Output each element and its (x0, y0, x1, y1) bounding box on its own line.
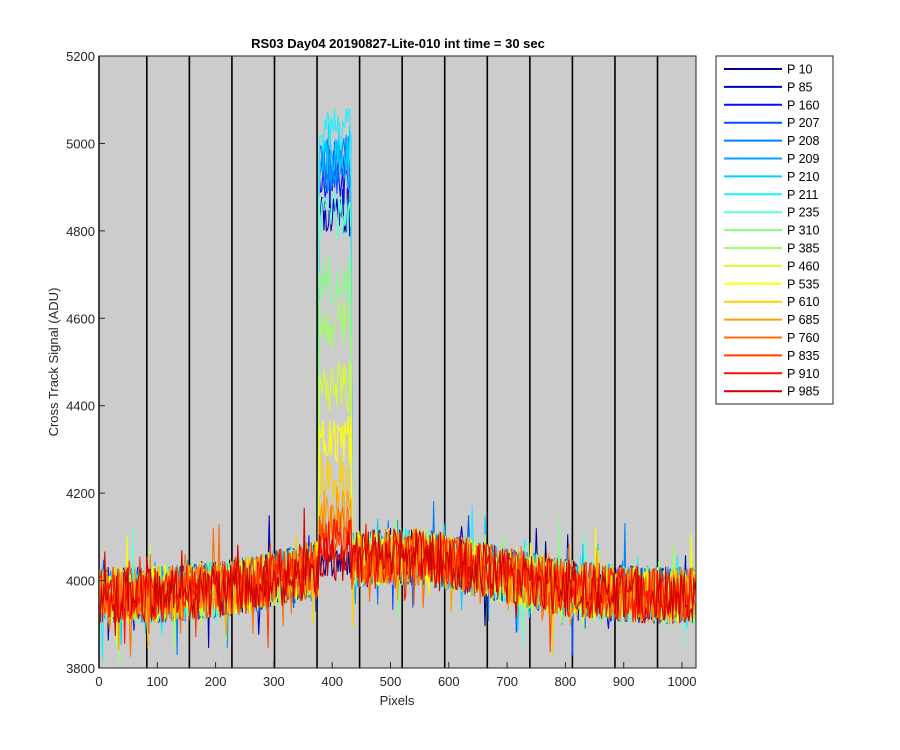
x-tick-label: 700 (496, 674, 518, 689)
y-tick-label: 4400 (66, 399, 95, 414)
legend-label: P 460 (787, 259, 819, 273)
x-tick-label: 0 (95, 674, 102, 689)
chart-title: RS03 Day04 20190827-Lite-010 int time = … (251, 36, 545, 51)
legend-label: P 685 (787, 313, 819, 327)
legend-label: P 610 (787, 295, 819, 309)
y-tick-label: 3800 (66, 661, 95, 676)
y-tick-label: 5200 (66, 49, 95, 64)
x-tick-label: 300 (263, 674, 285, 689)
x-axis-label: Pixels (380, 693, 415, 708)
legend-label: P 235 (787, 206, 819, 220)
legend-label: P 535 (787, 277, 819, 291)
legend-label: P 210 (787, 170, 819, 184)
x-tick-label: 400 (321, 674, 343, 689)
y-tick-label: 5000 (66, 136, 95, 151)
legend-label: P 985 (787, 385, 819, 399)
legend-label: P 385 (787, 242, 819, 256)
legend-label: P 211 (787, 188, 819, 202)
legend-label: P 310 (787, 224, 819, 238)
plot-frame (98, 55, 697, 669)
series-line-p-985 (98, 507, 697, 637)
legend: P 10 P 85 P 160 P 207 P 208 P 209 P 210 P 211 P … (715, 55, 834, 405)
legend-label: P 208 (787, 134, 819, 148)
series-layer (98, 108, 697, 664)
x-tick-label: 600 (438, 674, 460, 689)
x-axis: 0 100 200 300 400 500 600 700 800 900 1000 (95, 662, 696, 689)
legend-label: P 10 (787, 63, 813, 77)
y-tick-label: 4800 (66, 224, 95, 239)
y-tick-label: 4000 (66, 574, 95, 589)
legend-label: P 835 (787, 349, 819, 363)
x-tick-label: 500 (380, 674, 402, 689)
x-tick-label: 900 (613, 674, 635, 689)
y-tick-label: 4600 (66, 311, 95, 326)
x-tick-label: 100 (146, 674, 168, 689)
y-axis: 3800 4000 4200 4400 4600 4800 5000 5200 (66, 49, 105, 676)
legend-label: P 207 (787, 116, 819, 130)
legend-label: P 209 (787, 152, 819, 166)
legend-label: P 160 (787, 98, 819, 112)
x-tick-label: 1000 (668, 674, 697, 689)
legend-label: P 910 (787, 367, 819, 381)
legend-label: P 85 (787, 80, 813, 94)
y-tick-label: 4200 (66, 486, 95, 501)
x-tick-label: 200 (205, 674, 227, 689)
x-tick-label: 800 (555, 674, 577, 689)
y-axis-label: Cross Track Signal (ADU) (46, 288, 61, 437)
legend-label: P 760 (787, 331, 819, 345)
